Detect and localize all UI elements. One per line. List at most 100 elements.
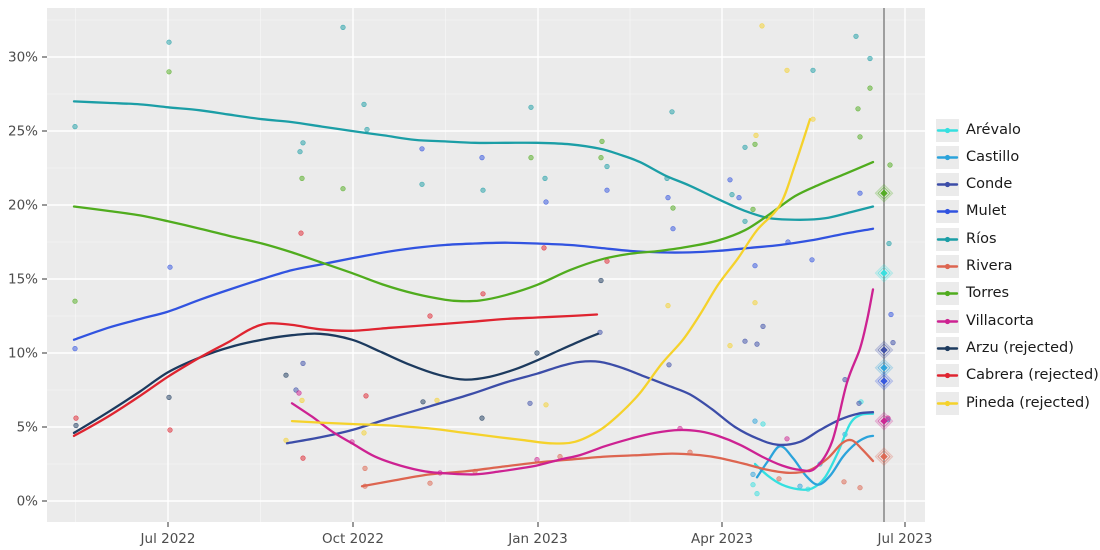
poll-dot [754, 341, 760, 347]
legend-key-swatch [936, 118, 959, 142]
poll-dot [665, 303, 671, 309]
legend-item-mulet: Mulet [936, 199, 1006, 225]
poll-dot [293, 387, 299, 393]
poll-dot [810, 116, 816, 122]
poll-dot [362, 465, 368, 472]
x-tick-label: Jul 2023 [877, 531, 933, 547]
legend-item-arevalo: Arévalo [936, 117, 1021, 143]
poll-dot [419, 146, 425, 152]
result-diamond-villacorta [874, 411, 894, 431]
trend-line-rivera [360, 438, 875, 488]
poll-dot [736, 195, 742, 201]
x-tick-label: Jan 2023 [507, 531, 567, 547]
poll-dot [299, 397, 305, 404]
poll-dot [752, 418, 758, 424]
trend-line-castillo [755, 434, 875, 486]
poll-dot [73, 415, 79, 421]
poll-dot [727, 343, 733, 349]
poll-dot [598, 277, 604, 284]
poll-dot [797, 483, 803, 489]
poll-dot [885, 415, 891, 421]
legend-label: Arzu (rejected) [966, 339, 1074, 356]
trend-line-pineda [290, 118, 812, 445]
trend-line-arzu [72, 332, 600, 435]
poll-dot [890, 340, 896, 346]
trend-line-torres [72, 160, 875, 303]
legend: Arévalo Castillo Conde Mulet Ríos Rivera Torre… [936, 0, 1100, 550]
legend-label: Pineda (rejected) [966, 394, 1090, 411]
scatter-mulet [72, 146, 894, 352]
poll-dot [856, 400, 862, 406]
poll-dot [427, 480, 433, 486]
poll-dot [528, 155, 534, 161]
legend-key-swatch [936, 173, 959, 197]
poll-dot [599, 138, 605, 144]
poll-dot [166, 394, 172, 401]
y-tick-label: 15% [8, 272, 38, 288]
legend-label: Rivera [966, 258, 1013, 274]
legend-item-rios: Ríos [936, 226, 997, 252]
legend-label: Cabrera (rejected) [966, 367, 1099, 384]
trend-line-conde [285, 360, 875, 447]
legend-key-swatch [936, 200, 959, 224]
poll-dot [543, 199, 549, 205]
legend-key-swatch [936, 255, 959, 278]
result-diamond-arevalo [874, 263, 894, 283]
y-tick-label: 30% [8, 50, 38, 66]
poll-dot [534, 350, 540, 356]
poll-dot [759, 23, 765, 29]
poll-dot [742, 144, 748, 150]
trend-line-cabrera [72, 313, 599, 438]
poll-dot [480, 187, 486, 193]
legend-item-rivera: Rivera [936, 254, 1012, 280]
scatter-rivera [362, 449, 863, 491]
trend-line-villacorta [290, 288, 875, 476]
trend-line-mulet [72, 227, 875, 341]
poll-dot [480, 291, 486, 297]
legend-key-swatch [936, 364, 959, 388]
legend-key-swatch [936, 145, 959, 169]
poll-dot [742, 338, 748, 344]
poll-dot [300, 455, 306, 461]
legend-key-swatch [936, 336, 959, 360]
poll-dot [754, 491, 760, 497]
poll-dot [340, 24, 346, 31]
poll-dot [72, 346, 78, 352]
x-tick-label: Jul 2022 [140, 531, 196, 547]
poll-dot [867, 55, 873, 62]
poll-dot [296, 390, 302, 396]
poll-dot [727, 177, 733, 183]
scatter-rios [72, 24, 892, 247]
poll-dot [752, 263, 758, 269]
legend-item-villacorta: Villacorta [936, 308, 1034, 334]
poll-dot [604, 163, 610, 170]
poll-dot [167, 427, 173, 433]
y-tick-label: 20% [8, 198, 38, 214]
poll-dot [810, 67, 816, 73]
scatter-torres [72, 69, 893, 304]
y-tick-label: 25% [8, 124, 38, 140]
legend-key-swatch [936, 391, 959, 415]
result-diamond-rivera [874, 447, 894, 466]
poll-dot [298, 230, 304, 236]
poll-dot [283, 372, 289, 378]
poll-dot [543, 402, 549, 408]
poll-dot [297, 149, 303, 155]
poll-dot [598, 155, 604, 161]
poll-dot [784, 436, 790, 442]
scatter-arzu [73, 277, 604, 429]
x-axis: Jul 2022 Oct 2022 Jan 2023 Apr 2023 Jul 2023 [140, 522, 933, 547]
poll-dot [542, 175, 548, 181]
result-diamond-castillo [874, 358, 894, 378]
y-tick-label: 0% [17, 494, 39, 510]
grid-minor [47, 8, 925, 522]
poll-dot [363, 393, 369, 399]
poll-dot [776, 476, 782, 482]
poll-dot [361, 430, 367, 436]
legend-key-swatch [936, 309, 959, 333]
legend-label: Mulet [966, 203, 1007, 220]
poll-dot [784, 67, 790, 73]
legend-item-arzu: Arzu (rejected) [936, 335, 1074, 361]
scatter-conde [293, 323, 896, 406]
poll-dot [528, 104, 534, 110]
